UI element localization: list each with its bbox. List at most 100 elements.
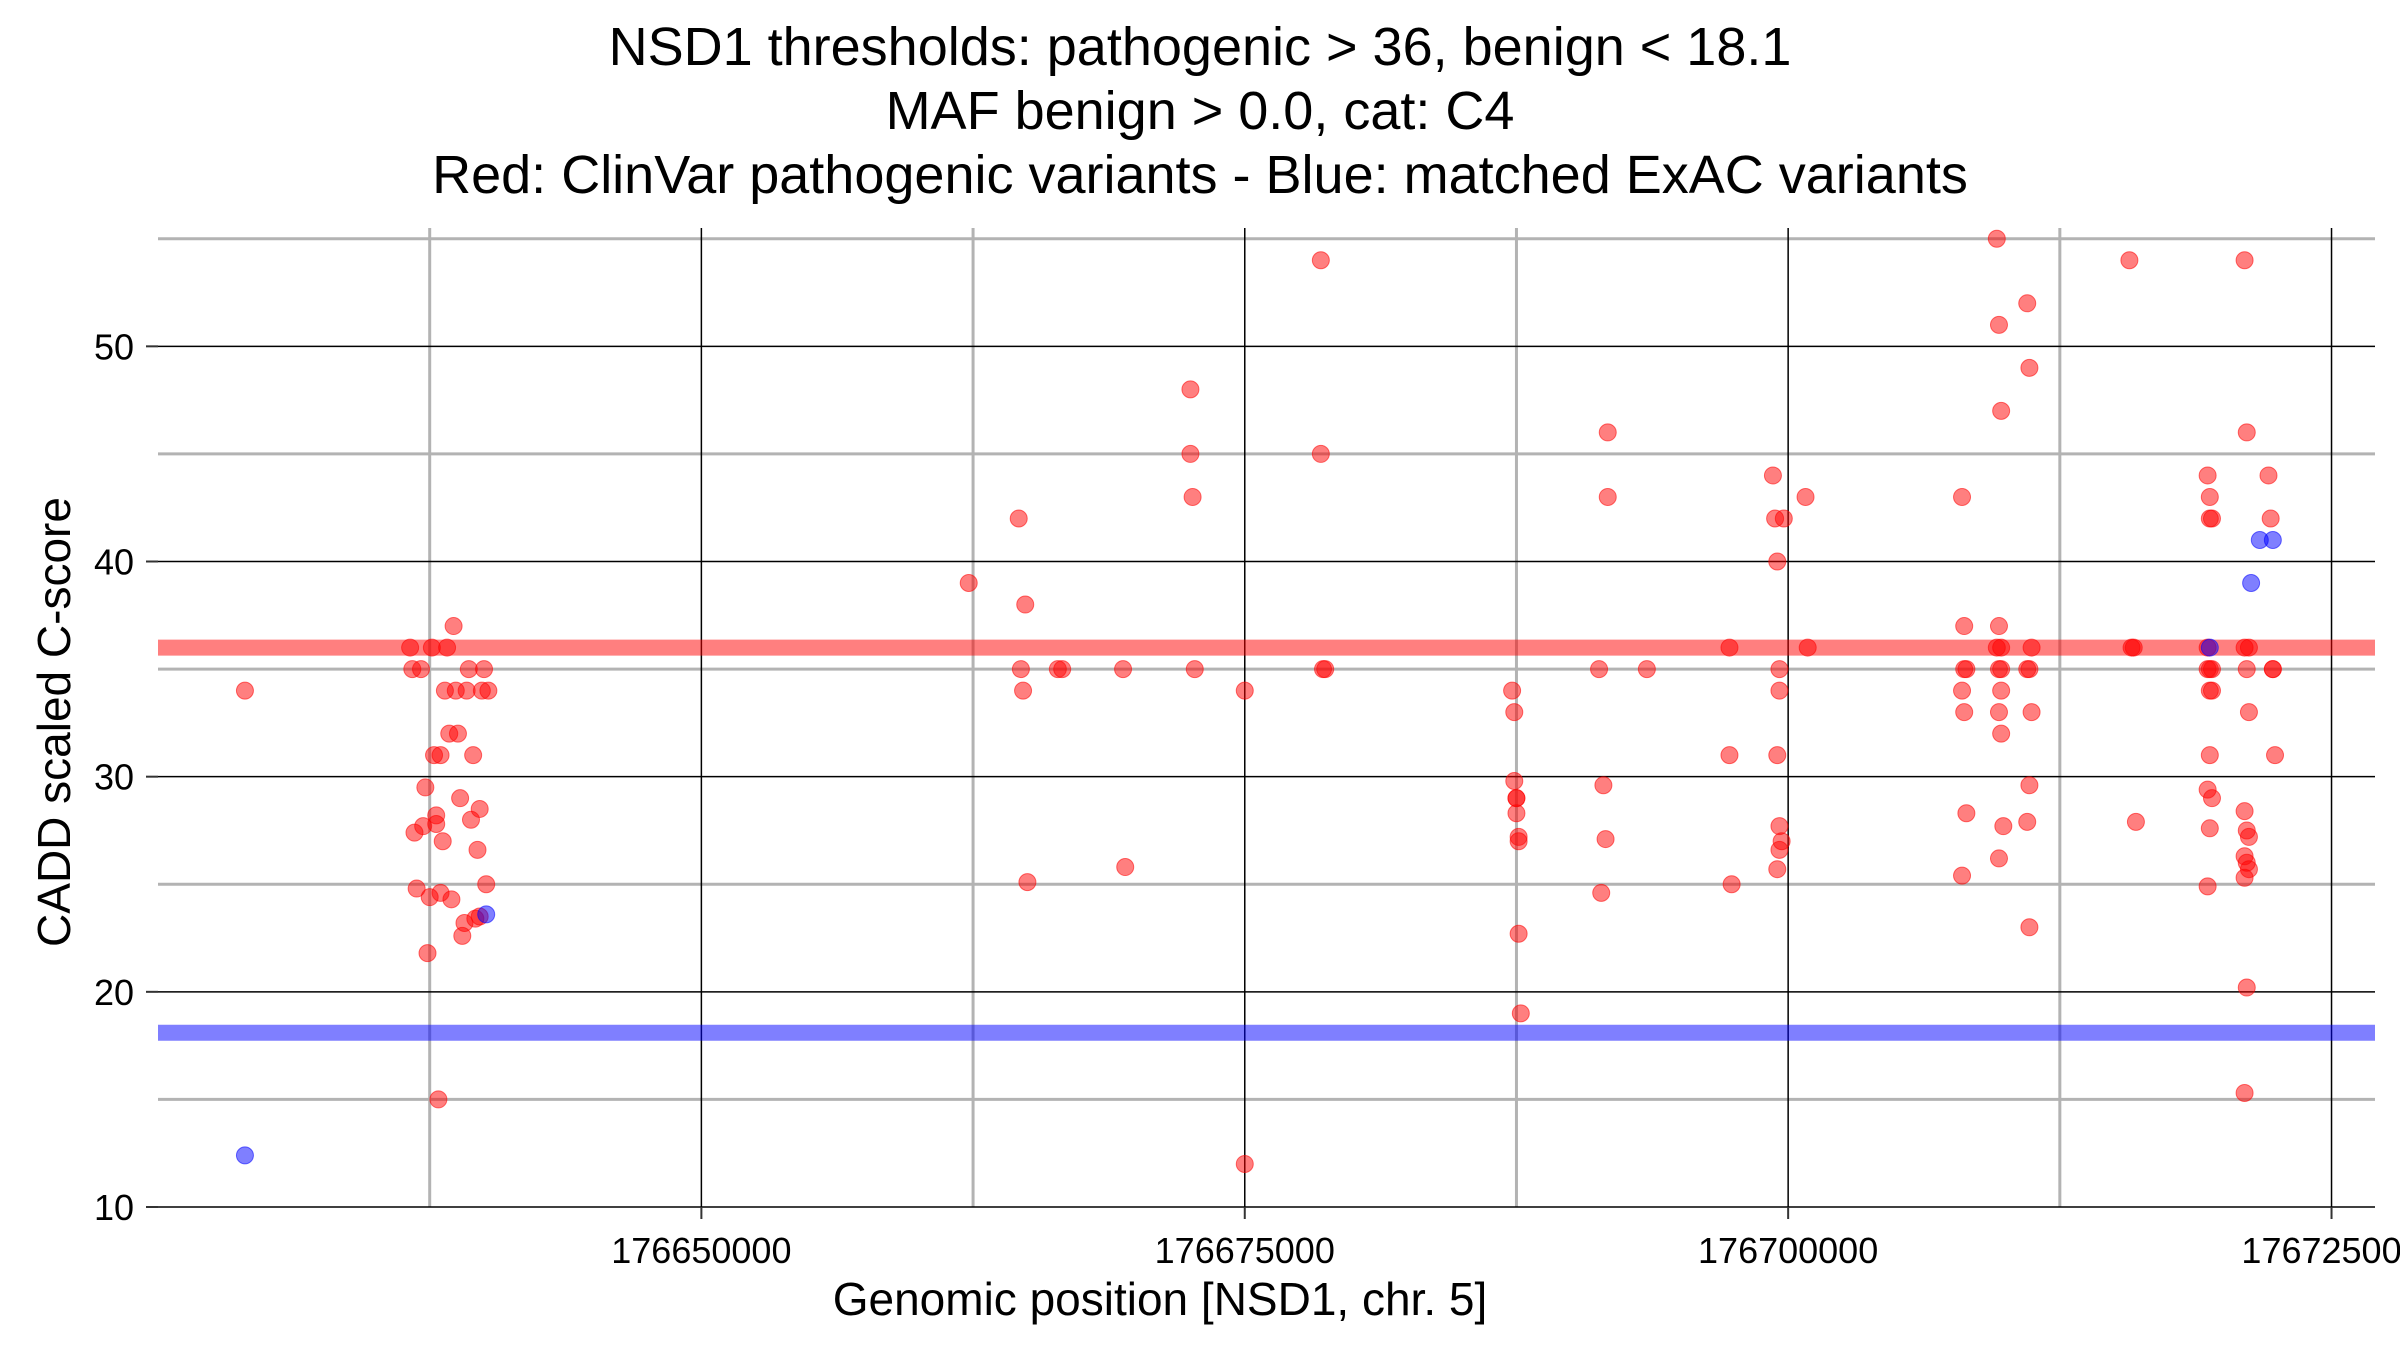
clinvar-pathogenic-point <box>235 681 254 700</box>
clinvar-pathogenic-point <box>1592 883 1611 902</box>
clinvar-pathogenic-point <box>2200 746 2219 765</box>
clinvar-pathogenic-point <box>1053 660 1072 679</box>
clinvar-pathogenic-point <box>416 778 435 797</box>
x-tick-label: 176675000 <box>1155 1230 1335 1271</box>
x-axis-ticks: 176650000 176675000 176700000 176725000 <box>611 1207 2400 1271</box>
clinvar-pathogenic-point <box>444 617 463 636</box>
clinvar-pathogenic-point <box>2237 423 2256 442</box>
clinvar-pathogenic-point <box>1770 660 1789 679</box>
clinvar-pathogenic-point <box>1989 849 2008 868</box>
clinvar-pathogenic-point <box>1987 229 2006 248</box>
clinvar-pathogenic-point <box>2018 294 2037 313</box>
clinvar-pathogenic-point <box>1992 660 2011 679</box>
clinvar-pathogenic-point <box>2266 746 2285 765</box>
clinvar-pathogenic-point <box>2235 1083 2254 1102</box>
clinvar-pathogenic-point <box>1009 509 1028 528</box>
clinvar-pathogenic-point <box>470 799 489 818</box>
clinvar-pathogenic-point <box>1116 858 1135 877</box>
clinvar-pathogenic-point <box>1770 817 1789 836</box>
clinvar-pathogenic-point <box>1989 315 2008 334</box>
y-tick-label: 10 <box>94 1187 134 1228</box>
y-tick-label: 20 <box>94 972 134 1013</box>
clinvar-pathogenic-point <box>2202 681 2221 700</box>
clinvar-pathogenic-point <box>448 724 467 743</box>
clinvar-pathogenic-point <box>2020 776 2039 795</box>
clinvar-pathogenic-point <box>1768 860 1787 879</box>
clinvar-pathogenic-point <box>427 815 446 834</box>
clinvar-pathogenic-point <box>1018 873 1037 892</box>
clinvar-pathogenic-point <box>1768 552 1787 571</box>
clinvar-pathogenic-point <box>2237 660 2256 679</box>
clinvar-pathogenic-point <box>2198 466 2217 485</box>
clinvar-pathogenic-point <box>1185 660 1204 679</box>
clinvar-pathogenic-point <box>1596 830 1615 849</box>
clinvar-pathogenic-point <box>2022 703 2041 722</box>
clinvar-pathogenic-point <box>1505 771 1524 790</box>
clinvar-pathogenic-point <box>2124 638 2143 657</box>
chart-title-line-3: Red: ClinVar pathogenic variants - Blue:… <box>432 145 1968 205</box>
clinvar-pathogenic-point <box>1992 681 2011 700</box>
clinvar-pathogenic-point <box>1594 776 1613 795</box>
exac-benign-point <box>2242 574 2261 593</box>
clinvar-pathogenic-point <box>1311 444 1330 463</box>
clinvar-pathogenic-point <box>2020 358 2039 377</box>
clinvar-pathogenic-point <box>2235 251 2254 270</box>
clinvar-pathogenic-point <box>1992 401 2011 420</box>
x-axis-title: Genomic position [NSD1, chr. 5] <box>833 1273 1488 1325</box>
clinvar-pathogenic-point <box>1235 1154 1254 1173</box>
clinvar-pathogenic-point <box>2259 466 2278 485</box>
clinvar-pathogenic-point <box>1311 251 1330 270</box>
clinvar-pathogenic-point <box>1503 681 1522 700</box>
chart-title-line-2: MAF benign > 0.0, cat: C4 <box>886 81 1515 141</box>
clinvar-pathogenic-point <box>1987 638 2006 657</box>
clinvar-pathogenic-point <box>442 890 461 909</box>
clinvar-pathogenic-point <box>1505 703 1524 722</box>
clinvar-pathogenic-point <box>1598 487 1617 506</box>
clinvar-pathogenic-point <box>1590 660 1609 679</box>
clinvar-pathogenic-point <box>2235 802 2254 821</box>
clinvar-pathogenic-point <box>1181 444 1200 463</box>
clinvar-pathogenic-point <box>418 944 437 963</box>
clinvar-pathogenic-point <box>959 574 978 593</box>
clinvar-pathogenic-point <box>1316 660 1335 679</box>
clinvar-pathogenic-point <box>1953 487 1972 506</box>
clinvar-pathogenic-point <box>1953 681 1972 700</box>
clinvar-pathogenic-point <box>2261 509 2280 528</box>
clinvar-pathogenic-point <box>464 746 483 765</box>
exac-benign-point <box>235 1146 254 1165</box>
y-axis-title: CADD scaled C-score <box>28 497 80 947</box>
x-tick-label: 176725000 <box>2241 1230 2400 1271</box>
clinvar-pathogenic-point <box>2018 812 2037 831</box>
clinvar-pathogenic-point <box>1509 924 1528 943</box>
clinvar-pathogenic-point <box>1957 804 1976 823</box>
clinvar-pathogenic-point <box>2263 660 2282 679</box>
exac-benign-point <box>477 905 496 924</box>
clinvar-pathogenic-point <box>1183 487 1202 506</box>
clinvar-pathogenic-point <box>1955 660 1974 679</box>
clinvar-pathogenic-point <box>431 746 450 765</box>
clinvar-pathogenic-point <box>1637 660 1656 679</box>
clinvar-pathogenic-point <box>1722 875 1741 894</box>
clinvar-pathogenic-point <box>1955 617 1974 636</box>
clinvar-pathogenic-point <box>2022 638 2041 657</box>
exac-benign-point <box>2263 530 2282 549</box>
major-gridlines <box>158 228 2375 1208</box>
clinvar-pathogenic-point <box>477 875 496 894</box>
clinvar-pathogenic-point <box>1770 681 1789 700</box>
clinvar-pathogenic-point <box>1235 681 1254 700</box>
clinvar-pathogenic-point <box>1989 617 2008 636</box>
clinvar-pathogenic-point <box>2202 789 2221 808</box>
chart-title-line-1: NSD1 thresholds: pathogenic > 36, benign… <box>609 17 1792 77</box>
clinvar-pathogenic-point <box>1992 724 2011 743</box>
y-tick-label: 40 <box>94 542 134 583</box>
clinvar-pathogenic-point <box>2235 638 2254 657</box>
clinvar-pathogenic-point <box>407 879 426 898</box>
clinvar-pathogenic-point <box>2235 868 2254 887</box>
clinvar-pathogenic-point <box>1014 681 1033 700</box>
data-points <box>235 229 2285 1173</box>
clinvar-pathogenic-point <box>2020 918 2039 937</box>
clinvar-pathogenic-point <box>2239 703 2258 722</box>
x-tick-label: 176700000 <box>1698 1230 1878 1271</box>
clinvar-pathogenic-point <box>2120 251 2139 270</box>
clinvar-pathogenic-point <box>1953 866 1972 885</box>
